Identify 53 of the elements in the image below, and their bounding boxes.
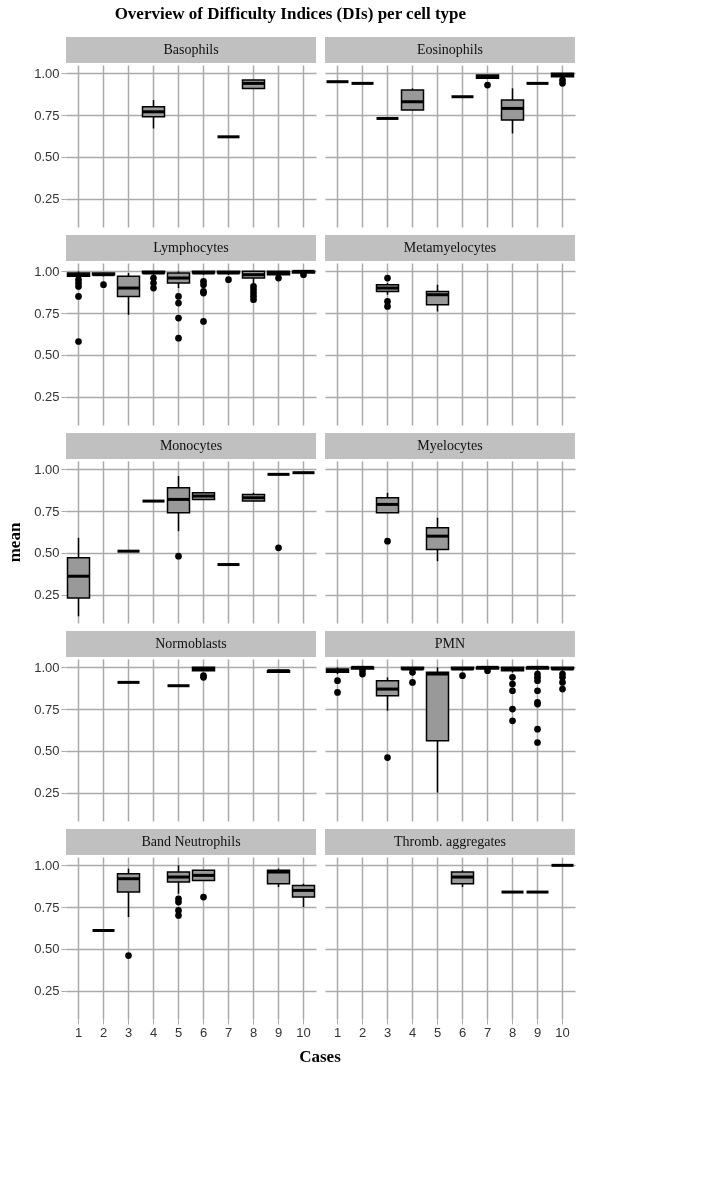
x-tick-label: 5: [433, 1024, 442, 1040]
y-tick-label: 0.75: [34, 107, 60, 123]
x-tick-label: 7: [483, 1024, 492, 1040]
x-tick-label: 6: [458, 1024, 467, 1040]
chart-title: Eosinophils: [416, 42, 484, 57]
x-tick-label: 8: [508, 1024, 517, 1040]
y-tick-label: 0.25: [34, 587, 60, 603]
y-tick-label: 0.25: [34, 389, 60, 405]
x-tick-label: 3: [124, 1024, 133, 1040]
y-tick-label: 0.50: [34, 941, 60, 957]
y-tick-label: 0.75: [34, 701, 60, 717]
y-tick-label: 0.25: [34, 785, 60, 801]
chart-title: Metamyelocytes: [403, 240, 497, 255]
x-tick-label: 9: [274, 1024, 283, 1040]
y-tick-label: 1.00: [34, 65, 60, 81]
chart-title: Monocytes: [159, 438, 223, 453]
chart-title: Thromb. aggregates: [394, 834, 506, 849]
chart-title: Lymphocytes: [153, 240, 229, 255]
chart-title: Basophils: [163, 42, 219, 57]
y-tick-label: 0.50: [34, 545, 60, 561]
chart-title: Band Neutrophils: [141, 834, 241, 849]
x-tick-label: 4: [408, 1024, 417, 1040]
y-tick-label: 1.00: [34, 659, 60, 675]
y-tick-label: 1.00: [34, 461, 60, 477]
y-tick-label: 0.50: [34, 347, 60, 363]
x-tick-label: 2: [358, 1024, 367, 1040]
chart-title: Normoblasts: [155, 636, 227, 651]
chart-title: PMN: [434, 636, 466, 651]
x-tick-label: 4: [149, 1024, 158, 1040]
x-tick-label: 3: [383, 1024, 392, 1040]
y-tick-label: 0.50: [34, 149, 60, 165]
y-tick-label: 1.00: [34, 857, 60, 873]
y-tick-label: 0.75: [34, 305, 60, 321]
x-tick-label: 6: [199, 1024, 208, 1040]
chart-title: Myelocytes: [417, 438, 483, 453]
x-tick-label: 2: [99, 1024, 108, 1040]
text: Overview of Difficulty Indices (DIs) per cell type: [114, 4, 467, 23]
y-tick-label: 0.50: [34, 743, 60, 759]
x-tick-label: 10: [555, 1024, 570, 1040]
x-tick-label: 7: [224, 1024, 233, 1040]
y-tick-label: 0.75: [34, 899, 60, 915]
y-tick-label: 0.25: [34, 191, 60, 207]
x-axis-title: Cases: [299, 1047, 342, 1066]
x-tick-label: 8: [249, 1024, 258, 1040]
x-tick-label: 10: [296, 1024, 311, 1040]
x-tick-label: 9: [533, 1024, 542, 1040]
x-tick-label: 5: [174, 1024, 183, 1040]
x-tick-label: 1: [333, 1024, 342, 1040]
x-tick-label: 1: [74, 1024, 83, 1040]
y-tick-label: 1.00: [34, 263, 60, 279]
y-axis-title: mean: [5, 522, 25, 563]
y-tick-label: 0.25: [34, 983, 60, 999]
y-tick-label: 0.75: [34, 503, 60, 519]
